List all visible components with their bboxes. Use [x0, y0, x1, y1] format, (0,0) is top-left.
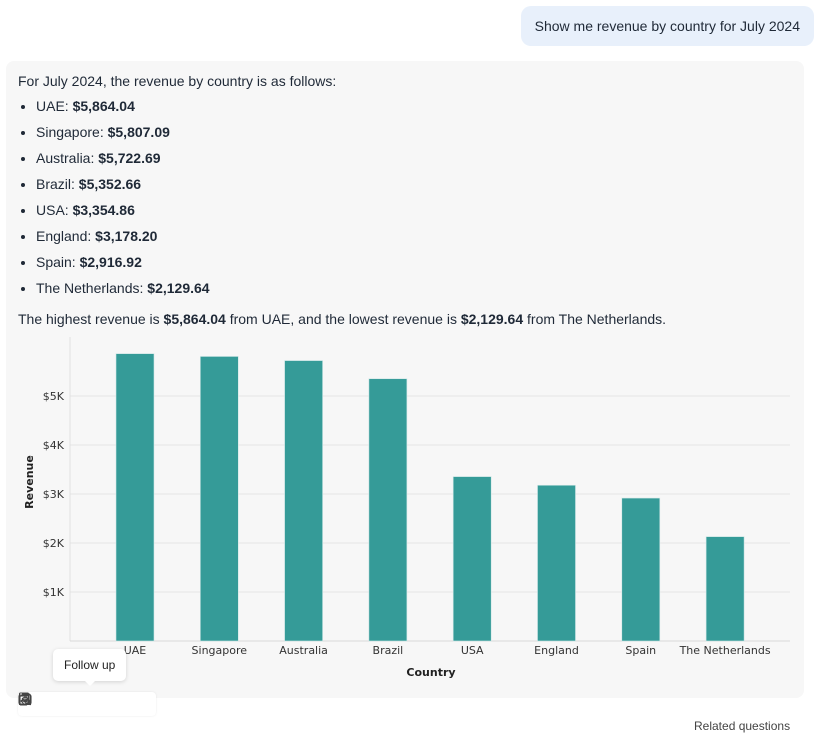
bar: [284, 360, 323, 642]
screenshot-icon[interactable]: [18, 692, 69, 713]
x-tick-label: Spain: [625, 644, 656, 657]
y-tick-label: $4K: [43, 439, 65, 452]
x-tick-label: Brazil: [373, 644, 404, 657]
copy-icon[interactable]: [19, 693, 123, 713]
y-axis-title: Revenue: [23, 455, 36, 509]
x-tick-label: Australia: [279, 644, 328, 657]
bar: [115, 353, 155, 642]
x-axis-title: Country: [406, 666, 455, 679]
revenue-list: UAE: $5,864.04Singapore: $5,807.09Austra…: [6, 97, 210, 305]
x-tick-label: England: [534, 644, 579, 657]
follow-up-icon[interactable]: [20, 694, 96, 713]
x-tick-label: USA: [461, 644, 484, 657]
y-tick-label: $1K: [43, 586, 65, 599]
revenue-list-item: Australia: $5,722.69: [36, 149, 210, 175]
revenue-list-item: Singapore: $5,807.09: [36, 123, 210, 149]
revenue-list-item: The Netherlands: $2,129.64: [36, 279, 210, 305]
bar: [452, 476, 492, 642]
revenue-list-item: England: $3,178.20: [36, 227, 210, 253]
bar: [200, 356, 239, 642]
y-tick-label: $2K: [43, 537, 65, 550]
user-message: Show me revenue by country for July 2024: [520, 6, 814, 46]
bar: [621, 497, 661, 642]
bar: [537, 484, 576, 642]
answer-summary: The highest revenue is $5,864.04 from UA…: [18, 311, 667, 327]
x-tick-label: UAE: [124, 644, 147, 657]
x-tick-label: Singapore: [192, 644, 248, 657]
y-tick-label: $3K: [43, 488, 65, 501]
y-tick-label: $5K: [43, 390, 65, 403]
revenue-list-item: Brazil: $5,352.66: [36, 175, 210, 201]
follow-up-tooltip: Follow up: [53, 649, 127, 686]
x-tick-label: The Netherlands: [679, 644, 771, 657]
download-icon[interactable]: [18, 693, 150, 713]
revenue-list-item: Spain: $2,916.92: [36, 253, 210, 279]
revenue-list-item: UAE: $5,864.04: [36, 97, 210, 123]
message-toolbar: [18, 692, 156, 716]
related-questions-link[interactable]: Related questions: [694, 719, 791, 733]
bar: [368, 378, 408, 642]
answer-intro: For July 2024, the revenue by country is…: [18, 73, 337, 89]
bar: [705, 536, 745, 642]
revenue-list-item: USA: $3,354.86: [36, 201, 210, 227]
